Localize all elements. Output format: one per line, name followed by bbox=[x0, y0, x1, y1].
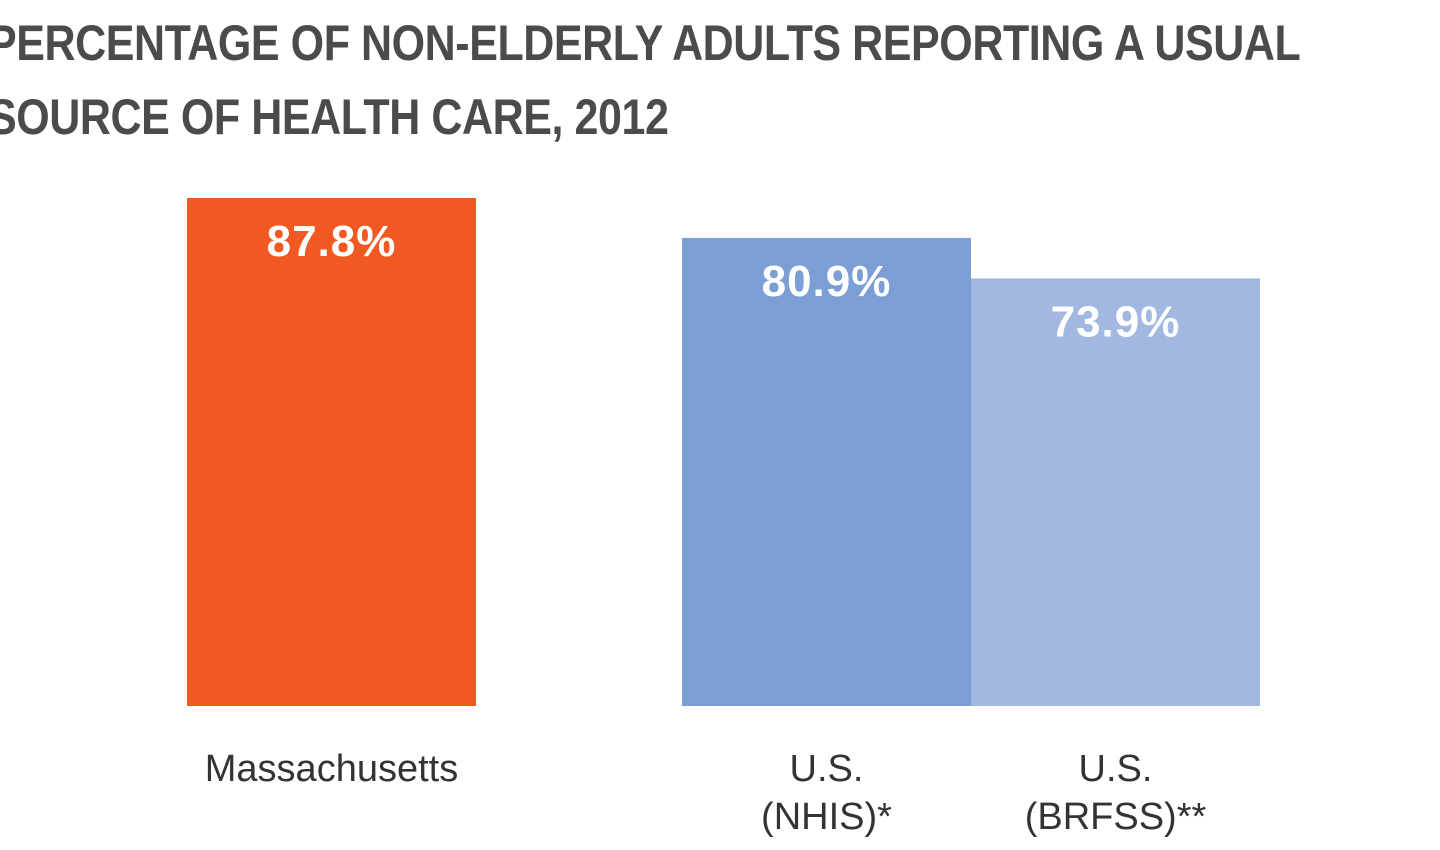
category-label-2-line-1: U.S. bbox=[790, 748, 864, 790]
category-label-3-line-1: U.S. bbox=[1079, 748, 1153, 790]
bar-2 bbox=[682, 237, 971, 706]
bar-value-label-1: 87.8% bbox=[267, 217, 397, 266]
chart-title-line-1: PERCENTAGE OF NON-ELDERLY ADULTS REPORTI… bbox=[0, 15, 1301, 71]
bar-value-label-3: 73.9% bbox=[1051, 297, 1181, 346]
chart-title: PERCENTAGE OF NON-ELDERLY ADULTS REPORTI… bbox=[0, 6, 1301, 154]
bar-3 bbox=[971, 278, 1260, 706]
category-label-2: U.S. (NHIS)* bbox=[761, 748, 892, 838]
chart-title-line-2: SOURCE OF HEALTH CARE, 2012 bbox=[0, 89, 669, 145]
category-label-1: Massachusetts bbox=[205, 748, 458, 790]
category-label-3-line-2: (BRFSS)** bbox=[1025, 796, 1207, 838]
category-label-3: U.S. (BRFSS)** bbox=[1025, 748, 1207, 838]
bar-value-label-2: 80.9% bbox=[762, 257, 892, 306]
category-label-1-line-1: Massachusetts bbox=[205, 748, 458, 790]
category-label-2-line-2: (NHIS)* bbox=[761, 796, 892, 838]
bar-1 bbox=[187, 198, 476, 706]
